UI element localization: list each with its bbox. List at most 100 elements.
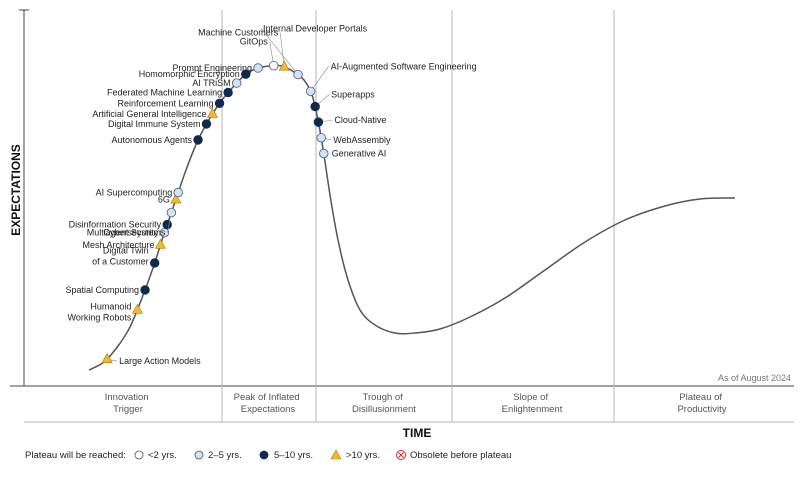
tech-label-line: Spatial Computing (66, 285, 140, 295)
tech-generative-ai: Generative AI (319, 149, 386, 159)
legend: Plateau will be reached: <2 yrs. 2–5 yrs… (25, 449, 511, 461)
legend-marker-2to5 (194, 450, 204, 460)
tech-prompt-engineering: Prompt Engineering (172, 63, 263, 73)
tech-label-line: Superapps (331, 90, 375, 100)
marker-y5to10 (201, 119, 212, 129)
phase-line2: Enlightenment (502, 404, 563, 415)
marker-y5to10 (214, 98, 225, 109)
marker-y2to5 (231, 78, 242, 88)
phase-label-plateau: Plateau of Productivity (677, 392, 726, 415)
tech-gitops: GitOps (240, 37, 279, 71)
tech-label: Spatial Computing (66, 285, 140, 295)
tech-label: Artificial General Intelligence (92, 109, 206, 119)
phase-line1: Slope of (513, 392, 548, 403)
leader-line (279, 32, 285, 67)
tech-label: Federated Machine Learning (107, 87, 222, 97)
tech-label-line: Machine Customers (198, 28, 279, 38)
phase-line1: Peak of Inflated (234, 392, 300, 403)
tech-federated-machine-learning: Federated Machine Learning (107, 87, 233, 97)
marker-y2to5 (173, 187, 183, 198)
tech-label-line: GitOps (240, 37, 269, 47)
legend-label-lt2: <2 yrs. (148, 450, 177, 461)
tech-label: WebAssembly (333, 135, 391, 145)
tech-label: AI TRiSM (192, 78, 230, 88)
phase-line1: Innovation (105, 392, 149, 403)
marker-y2to5 (316, 133, 326, 143)
tech-digital-immune-system: Digital Immune System (108, 119, 212, 129)
tech-label-line: Reinforcement Learning (117, 98, 213, 108)
legend-label-obsolete: Obsolete before plateau (410, 450, 511, 461)
tech-label: Reinforcement Learning (117, 98, 213, 108)
tech-label: Generative AI (332, 149, 387, 159)
legend-label-5to10: 5–10 yrs. (274, 450, 313, 461)
tech-label-line: Cloud-Native (334, 115, 386, 125)
tech-label-line: Mesh Architecture (82, 240, 154, 250)
tech-label-line: Digital Twin (103, 245, 149, 255)
marker-gt10 (206, 107, 219, 118)
tech-label-line: Working Robots (68, 312, 132, 322)
marker-gt10 (131, 303, 143, 314)
phase-line1: Trough of (363, 392, 404, 403)
tech-reinforcement-learning: Reinforcement Learning (117, 98, 225, 109)
tech-label: Large Action Models (119, 356, 201, 366)
tech-label-line: AI Supercomputing (96, 188, 173, 198)
tech-label-line: Homomorphic Encryption (139, 69, 240, 79)
phase-labels: Innovation Trigger Peak of Inflated Expe… (105, 392, 727, 415)
tech-ai-augmented-software-engineering: AI-Augmented Software Engineering (305, 61, 477, 96)
tech-6g: 6G (158, 193, 182, 205)
tech-label-line: Artificial General Intelligence (92, 109, 206, 119)
legend-marker-gt10 (330, 449, 342, 460)
marker-y5to10 (140, 285, 150, 295)
tech-label-line: Cybersecurity (103, 228, 159, 238)
phase-line2: Productivity (677, 404, 726, 415)
tech-spatial-computing: Spatial Computing (66, 285, 150, 295)
tech-artificial-general-intelligence: Artificial General Intelligence (92, 107, 219, 119)
tech-label: Cybersecurity (103, 228, 159, 238)
marker-y2to5 (305, 86, 316, 96)
tech-label-line: Multiagent Systems (87, 228, 166, 238)
marker-y2to5 (293, 69, 303, 80)
phase-label-slope: Slope of Enlightenment (502, 392, 563, 415)
tech-label-line: Generative AI (332, 149, 387, 159)
tech-label: 6G (158, 195, 170, 205)
tech-label: Mesh Architecture (82, 240, 154, 250)
phase-line2: Expectations (241, 404, 296, 415)
leader-line (310, 66, 329, 92)
marker-y2to5 (253, 63, 263, 73)
marker-gt10 (170, 193, 182, 204)
tech-label: Autonomous Agents (111, 135, 192, 145)
tech-label-line: AI TRiSM (192, 78, 230, 88)
phase-label-trough: Trough of Disillusionment (352, 392, 416, 415)
tech-homomorphic-encryption: Homomorphic Encryption (139, 69, 251, 79)
tech-label: Digital Immune System (108, 119, 201, 129)
tech-label-line: AI-Augmented Software Engineering (331, 61, 477, 71)
tech-label: Internal Developer Portals (263, 24, 368, 34)
marker-y5to10 (241, 69, 251, 79)
tech-ai-trism: AI TRiSM (192, 78, 242, 88)
tech-label-line: Large Action Models (119, 356, 201, 366)
tech-label-line: of a Customer (92, 256, 149, 266)
tech-label: Digital Twin of a Customer (92, 245, 149, 266)
tech-label: Multiagent Systems (87, 228, 166, 238)
tech-label-line: Digital Immune System (108, 119, 201, 129)
marker-y5to10 (313, 117, 324, 127)
tech-label-line: Disinformation Security (69, 220, 162, 230)
tech-mesh-architecture: Mesh Architecture (82, 238, 167, 250)
tech-label: Machine Customers (198, 28, 279, 38)
marker-y5to10 (310, 101, 320, 112)
tech-large-action-models: Large Action Models (101, 353, 201, 366)
tech-internal-developer-portals: Internal Developer Portals (260, 24, 368, 80)
tech-label-line: Autonomous Agents (111, 135, 192, 145)
tech-ai-supercomputing: AI Supercomputing (96, 188, 183, 198)
phase-label-peak: Peak of Inflated Expectations (234, 392, 303, 415)
tech-label-line: Internal Developer Portals (263, 24, 368, 34)
technology-markers: Large Action Models Humanoid Working Robot… (66, 24, 477, 367)
tech-machine-customers: Machine Customers (198, 28, 290, 71)
tech-label-line: Humanoid (90, 301, 131, 311)
legend-label-gt10: >10 yrs. (346, 450, 380, 461)
marker-gt10 (154, 238, 167, 249)
marker-gt10 (101, 353, 113, 363)
tech-label-line: WebAssembly (333, 135, 391, 145)
y-axis-title: EXPECTATIONS (9, 144, 23, 236)
tech-webassembly: WebAssembly (316, 133, 391, 145)
